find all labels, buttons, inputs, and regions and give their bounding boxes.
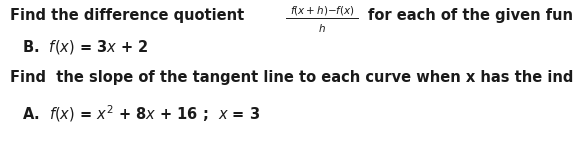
Text: B.  $f(x)$ = 3$x$ + 2: B. $f(x)$ = 3$x$ + 2 xyxy=(22,38,148,56)
Text: Find the difference quotient: Find the difference quotient xyxy=(10,8,244,23)
Text: $\mathit{f(x+h){-}f(x)}$: $\mathit{f(x+h){-}f(x)}$ xyxy=(289,4,355,17)
Text: $\mathit{h}$: $\mathit{h}$ xyxy=(318,22,326,34)
Text: Find  the slope of the tangent line to each curve when x has the indicated value: Find the slope of the tangent line to ea… xyxy=(10,70,573,85)
Text: for each of the given functions.: for each of the given functions. xyxy=(368,8,573,23)
Text: A.  $f(x)$ = $x^2$ + 8$x$ + 16 ;  $x$ = 3: A. $f(x)$ = $x^2$ + 8$x$ + 16 ; $x$ = 3 xyxy=(22,103,260,124)
